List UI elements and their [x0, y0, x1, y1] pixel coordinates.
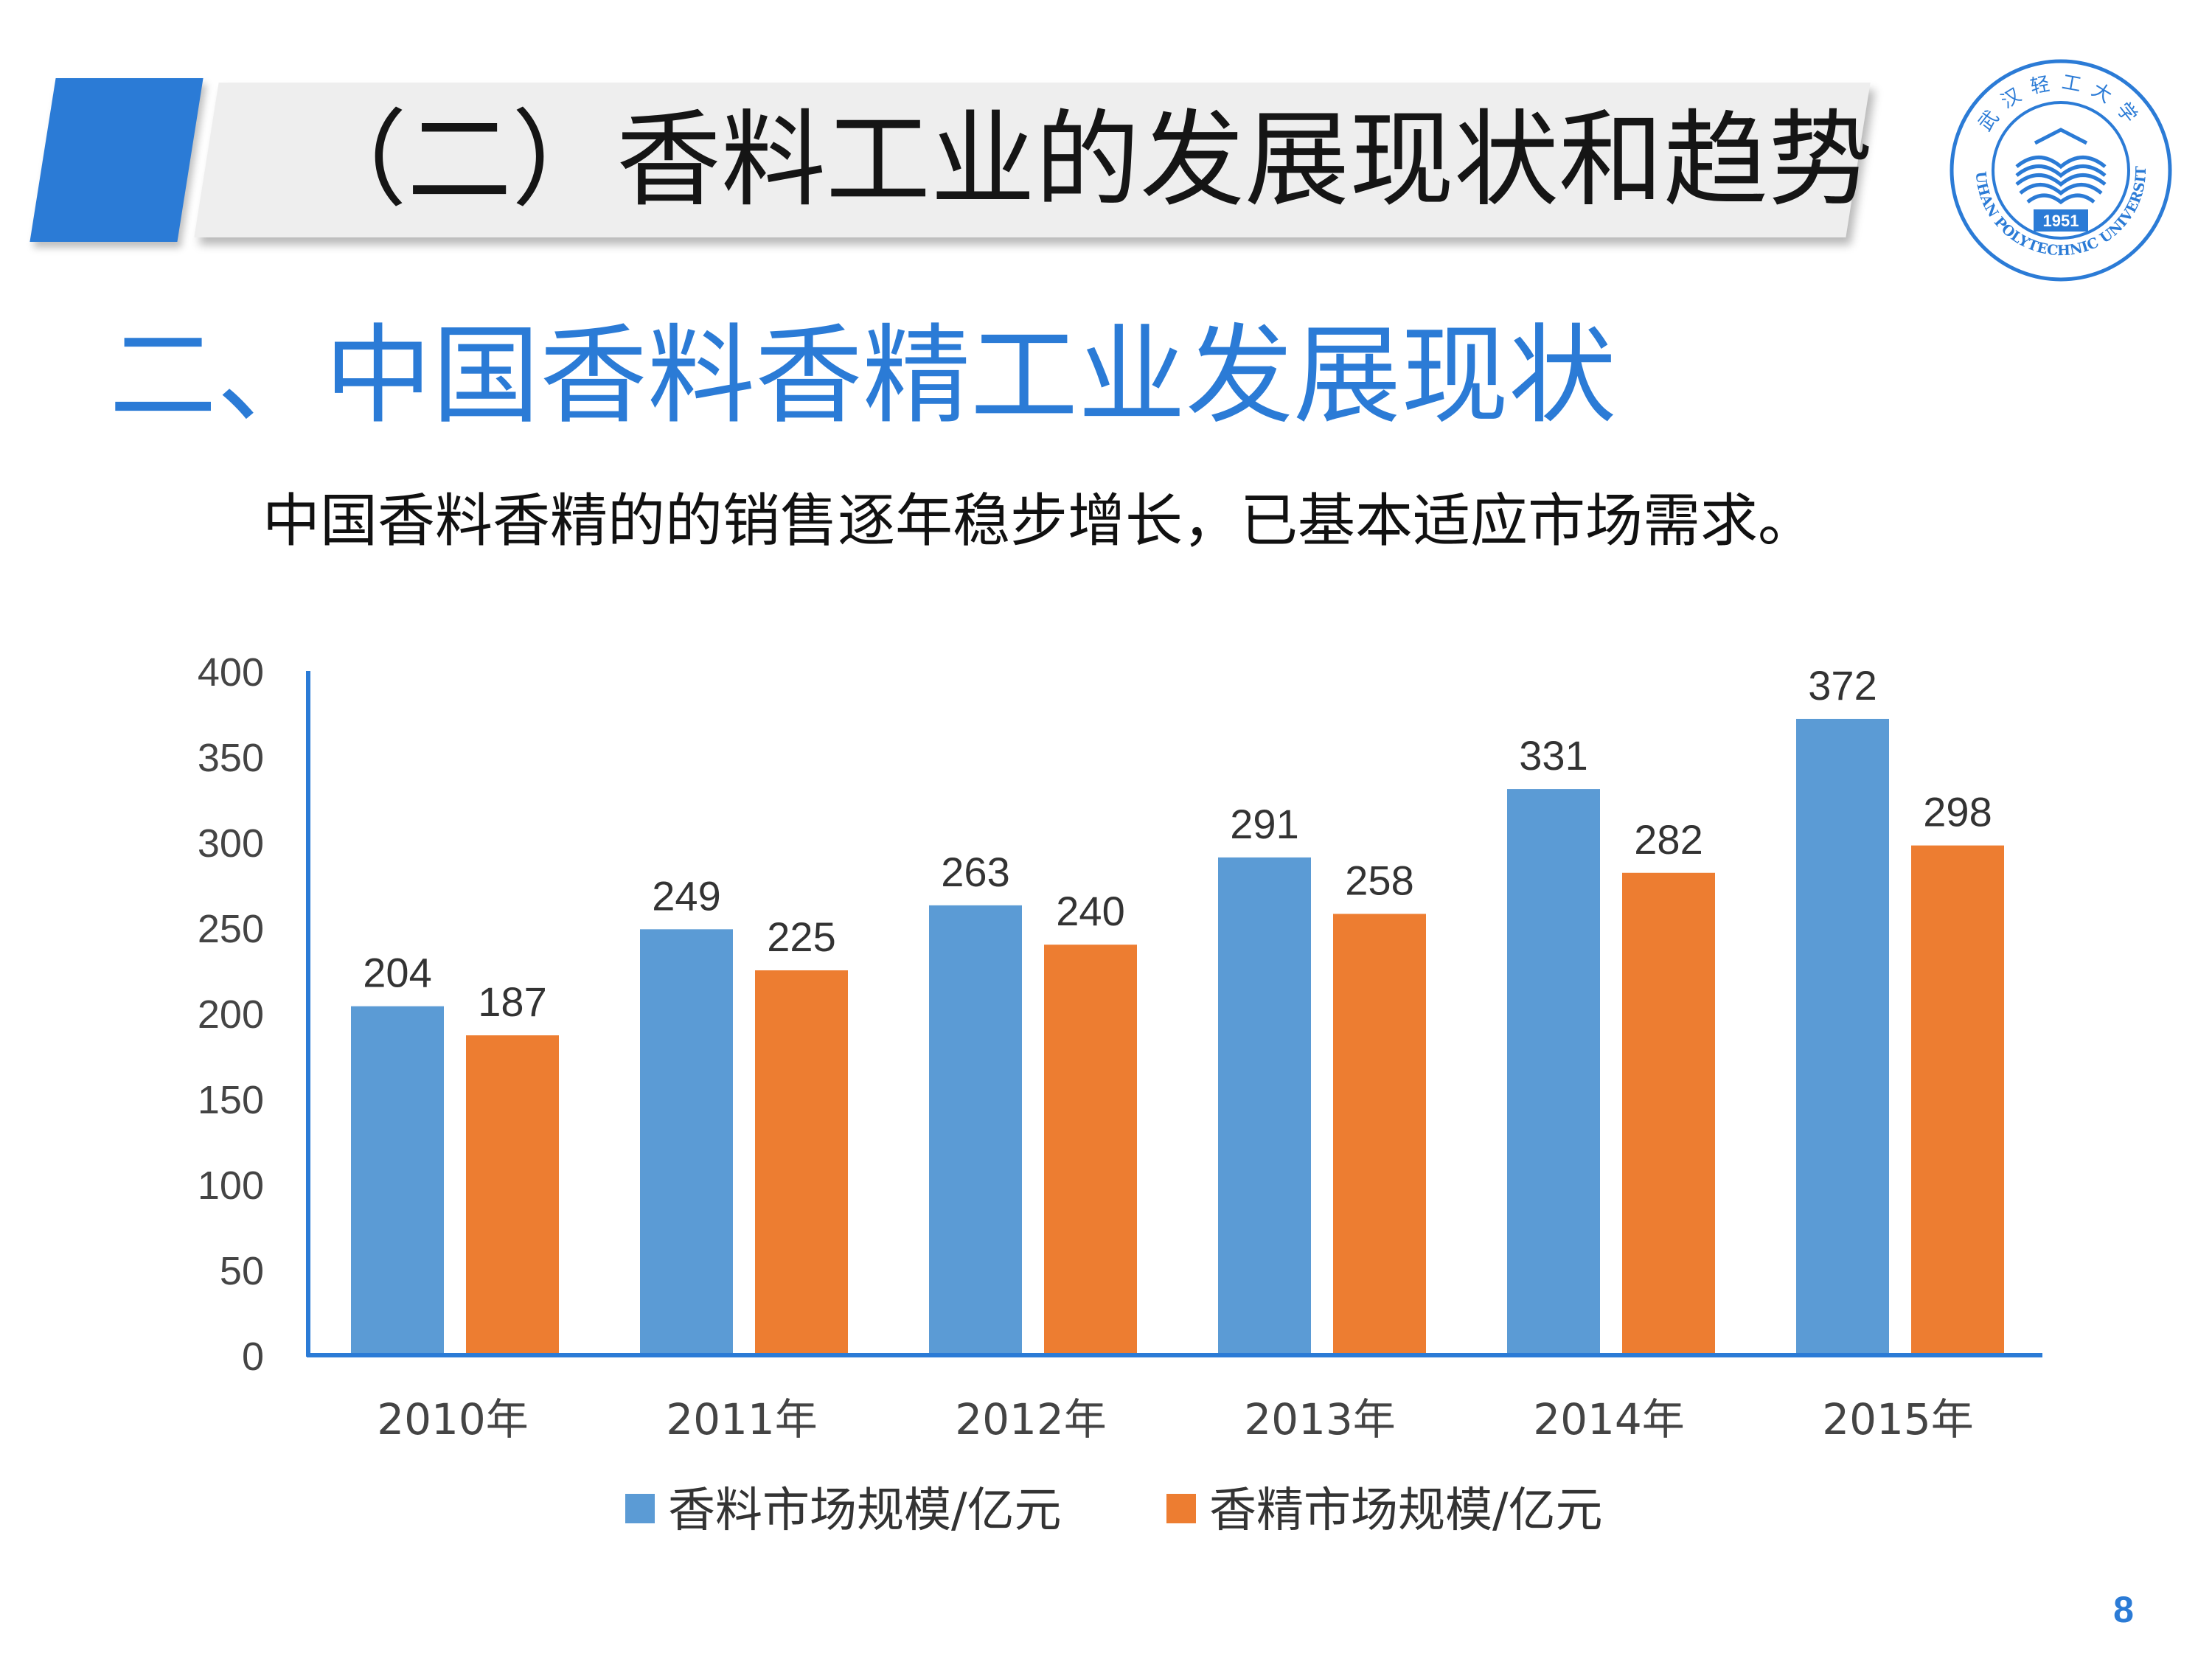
bar-series-1-2014年 [1507, 789, 1600, 1355]
y-tick-label: 250 [198, 907, 264, 951]
y-tick-label: 0 [242, 1335, 264, 1379]
bar-series-2-2013年 [1333, 914, 1426, 1355]
logo-year-badge [2034, 209, 2088, 232]
data-label: 282 [1634, 816, 1703, 863]
data-label: 331 [1519, 732, 1587, 779]
data-label: 187 [478, 978, 546, 1025]
y-tick-label: 150 [198, 1078, 264, 1122]
y-tick-label: 300 [198, 821, 264, 866]
book-icon [2015, 156, 2107, 205]
y-tick-label: 100 [198, 1164, 264, 1208]
roof-icon [2034, 128, 2088, 145]
y-tick-label: 50 [220, 1249, 264, 1293]
bar-series-2-2011年 [755, 970, 848, 1355]
data-label: 240 [1056, 888, 1124, 934]
data-label: 225 [767, 914, 835, 960]
x-tick-label: 2014年 [1533, 1394, 1685, 1444]
legend-swatch-series-2 [1166, 1494, 1196, 1523]
bar-series-1-2010年 [351, 1006, 444, 1355]
y-tick-label: 350 [198, 736, 264, 780]
data-label: 258 [1345, 857, 1413, 903]
bar-series-2-2014年 [1622, 872, 1715, 1355]
page-number: 8 [2113, 1589, 2134, 1630]
legend-label-series-1: 香料市场规模/亿元 [668, 1484, 1062, 1538]
x-tick-label: 2015年 [1822, 1394, 1974, 1444]
bar-series-2-2015年 [1911, 845, 2004, 1355]
data-label: 263 [941, 849, 1009, 895]
x-tick-label: 2010年 [377, 1394, 529, 1444]
y-tick-label: 400 [198, 650, 264, 695]
x-tick-label: 2012年 [955, 1394, 1107, 1444]
slide-subtitle: 中国香料香精的的销售逐年稳步增长，已基本适应市场需求。 [262, 488, 1816, 554]
x-tick-label: 2013年 [1244, 1394, 1396, 1444]
bar-series-1-2012年 [929, 905, 1022, 1355]
y-tick-label: 200 [198, 992, 264, 1037]
data-label: 249 [652, 872, 720, 919]
bar-series-1-2011年 [640, 929, 733, 1355]
section-heading: 二、中国香料香精工业发展现状 [109, 313, 1616, 439]
x-tick-label: 2011年 [666, 1394, 818, 1444]
bar-series-1-2013年 [1218, 857, 1311, 1355]
legend-label-series-2: 香精市场规模/亿元 [1209, 1484, 1603, 1538]
data-label: 298 [1923, 789, 1992, 835]
data-label: 372 [1808, 662, 1877, 709]
data-label: 291 [1230, 801, 1298, 847]
bar-series-2-2012年 [1044, 945, 1137, 1355]
logo-year: 1951 [2043, 212, 2079, 230]
legend-swatch-series-1 [625, 1494, 655, 1523]
slide-title: （二）香料工业的发展现状和趋势 [302, 100, 1873, 221]
data-label: 204 [363, 950, 431, 996]
bar-series-2-2010年 [466, 1035, 559, 1355]
university-logo: 武汉轻工大学 WUHAN POLYTECHNIC UNIVERSITY 1951 [1947, 56, 2172, 282]
bar-series-1-2015年 [1796, 718, 1889, 1355]
